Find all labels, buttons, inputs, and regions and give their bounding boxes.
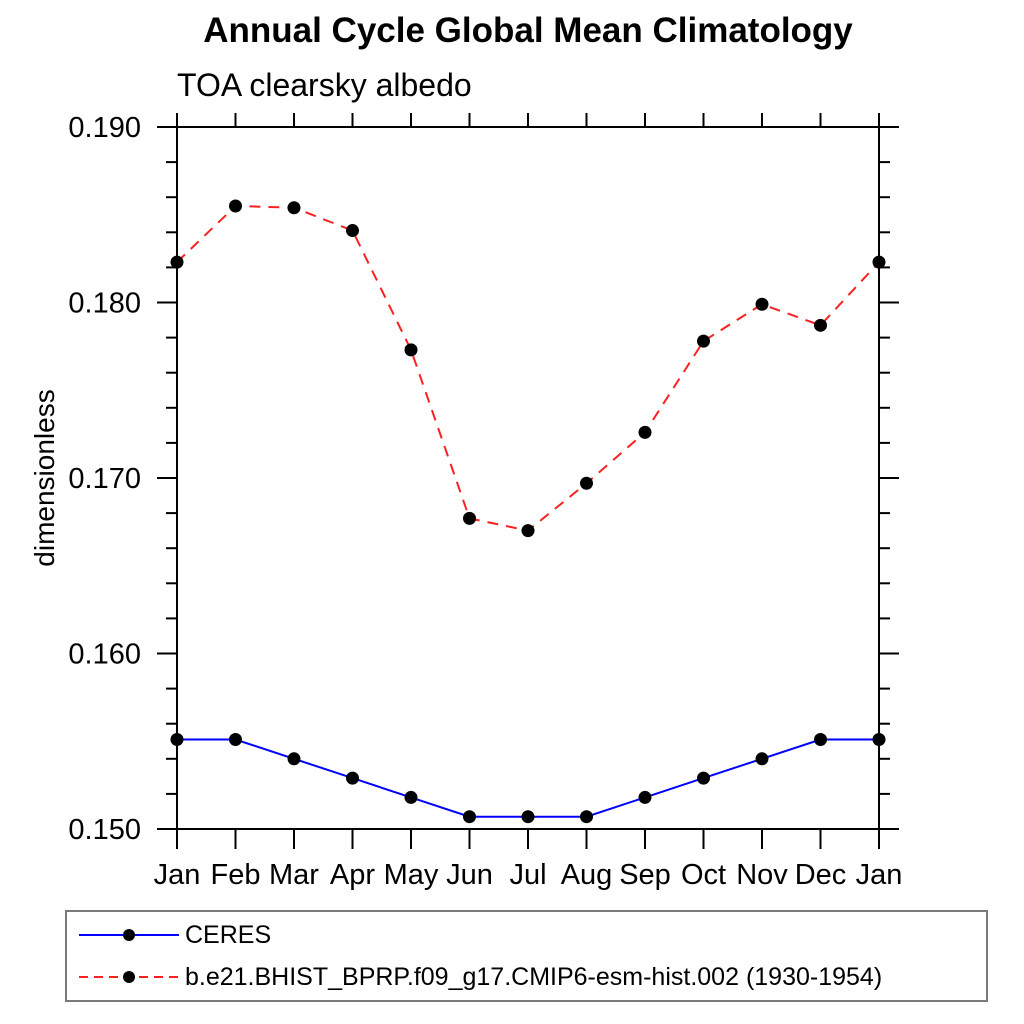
chart-subtitle: TOA clearsky albedo bbox=[177, 67, 472, 103]
data-point-marker bbox=[697, 771, 710, 785]
data-point-marker bbox=[404, 343, 418, 357]
data-point-marker bbox=[463, 810, 476, 824]
x-tick-label: Nov bbox=[736, 859, 788, 891]
data-point-marker bbox=[346, 224, 359, 238]
legend-box: CERES b.e21.BHIST_BPRP.f09_g17.CMIP6-esm… bbox=[65, 910, 988, 1002]
x-tick-label: Sep bbox=[619, 859, 671, 891]
data-point-marker bbox=[872, 732, 886, 746]
y-tick-label: 0.160 bbox=[68, 639, 141, 671]
x-tick-label: Feb bbox=[211, 859, 261, 891]
x-tick-label: Oct bbox=[681, 859, 726, 891]
series-line-ceres bbox=[177, 738, 879, 818]
data-point-marker bbox=[580, 476, 593, 490]
x-tick-label: Mar bbox=[269, 859, 319, 891]
x-tick-label: Aug bbox=[561, 859, 613, 891]
legend-marker-dot-icon bbox=[123, 971, 135, 983]
x-tick-label: Jan bbox=[154, 859, 201, 891]
data-point-marker bbox=[229, 199, 242, 213]
data-point-marker bbox=[755, 752, 769, 766]
data-point-marker bbox=[170, 732, 184, 746]
data-point-marker bbox=[463, 511, 476, 525]
x-tick-label: May bbox=[384, 859, 439, 891]
data-point-marker bbox=[287, 201, 301, 215]
legend-line-sample-dashed bbox=[79, 971, 179, 983]
data-point-marker bbox=[580, 810, 593, 824]
data-point-marker bbox=[229, 732, 242, 746]
data-point-marker bbox=[872, 255, 886, 269]
data-point-marker bbox=[521, 810, 535, 824]
data-point-marker bbox=[638, 425, 652, 439]
data-point-marker bbox=[755, 297, 769, 311]
y-tick-label: 0.180 bbox=[68, 288, 141, 320]
y-tick-label: 0.150 bbox=[68, 814, 141, 846]
y-tick-label: 0.170 bbox=[68, 463, 141, 495]
chart-title: Annual Cycle Global Mean Climatology bbox=[203, 11, 853, 50]
plot-frame bbox=[176, 126, 880, 830]
data-point-marker bbox=[346, 771, 359, 785]
x-tick-label: Jan bbox=[856, 859, 903, 891]
legend-marker-dot-icon bbox=[123, 929, 135, 941]
x-tick-label: Apr bbox=[330, 859, 375, 891]
legend-item-ceres: CERES bbox=[77, 916, 986, 954]
data-point-marker bbox=[404, 790, 418, 804]
legend-item-model: b.e21.BHIST_BPRP.f09_g17.CMIP6-esm-hist.… bbox=[77, 958, 986, 996]
data-point-marker bbox=[697, 334, 710, 348]
legend-line-sample-solid bbox=[79, 929, 179, 941]
data-point-marker bbox=[814, 318, 827, 332]
x-tick-label: Jul bbox=[509, 859, 546, 891]
y-tick-label: 0.190 bbox=[68, 112, 141, 144]
x-tick-label: Dec bbox=[795, 859, 847, 891]
data-point-marker bbox=[170, 255, 184, 269]
x-tick-label: Jun bbox=[446, 859, 493, 891]
legend-label-model: b.e21.BHIST_BPRP.f09_g17.CMIP6-esm-hist.… bbox=[185, 962, 883, 991]
legend-label-ceres: CERES bbox=[185, 920, 272, 949]
data-point-marker bbox=[814, 732, 827, 746]
data-point-marker bbox=[287, 752, 301, 766]
series-line-model bbox=[176, 204, 880, 532]
data-point-marker bbox=[521, 524, 535, 538]
data-point-marker bbox=[638, 790, 652, 804]
